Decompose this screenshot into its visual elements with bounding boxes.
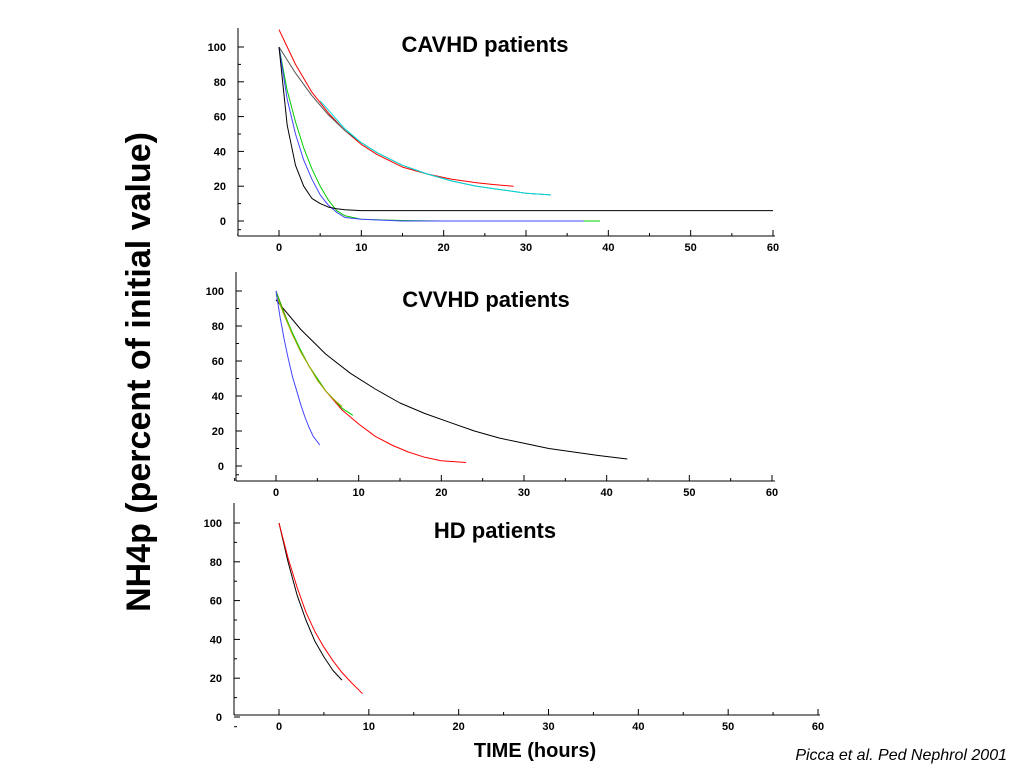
y-tick-label: 40 bbox=[214, 146, 226, 158]
y-tick-label: 80 bbox=[212, 321, 224, 333]
series-line-5 bbox=[275, 290, 321, 446]
y-tick-label: 0 bbox=[216, 712, 222, 724]
y-tick-label: 40 bbox=[212, 391, 224, 403]
series-line-4 bbox=[278, 46, 601, 222]
x-tick-label: 50 bbox=[722, 721, 734, 733]
panel-title: CVVHD patients bbox=[402, 287, 569, 312]
x-tick-label: 60 bbox=[766, 487, 778, 499]
x-tick-label: 0 bbox=[276, 242, 282, 254]
series-line-1 bbox=[275, 299, 628, 460]
series-line-2 bbox=[275, 290, 467, 463]
y-tick-label: 100 bbox=[208, 42, 226, 54]
y-tick-label: 60 bbox=[210, 596, 222, 608]
y-tick-label: 100 bbox=[204, 518, 222, 530]
panel-title: CAVHD patients bbox=[401, 32, 568, 57]
y-tick-label: 0 bbox=[218, 461, 224, 473]
y-tick-label: 60 bbox=[214, 112, 226, 124]
y-tick-label: 100 bbox=[206, 286, 224, 298]
series-line-4 bbox=[275, 294, 343, 407]
x-tick-label: 30 bbox=[542, 721, 554, 733]
series-line-1 bbox=[278, 522, 343, 681]
chart-hd: 0 20 40 60 80 100 0 10 20 30 40 50 60 HD patients bbox=[204, 503, 824, 733]
x-tick-label: 60 bbox=[812, 721, 824, 733]
x-tick-label: 10 bbox=[353, 487, 365, 499]
x-tick-label: 30 bbox=[520, 242, 532, 254]
panel-title: HD patients bbox=[434, 518, 556, 543]
y-tick-label: 40 bbox=[210, 634, 222, 646]
x-tick-label: 50 bbox=[683, 487, 695, 499]
y-tick-label: 80 bbox=[214, 77, 226, 89]
x-tick-label: 60 bbox=[767, 242, 779, 254]
chart-cavhd: 0 20 40 60 80 100 0 10 20 30 40 50 60 CAVHD patients bbox=[208, 28, 779, 254]
citation: Picca et al. Ped Nephrol 2001 bbox=[795, 747, 1007, 764]
x-tick-label: 0 bbox=[273, 487, 279, 499]
series-line-2 bbox=[278, 522, 363, 695]
series-line-3 bbox=[319, 100, 551, 196]
figure-y-axis-label: NH4p (percent of initial value) bbox=[120, 132, 158, 612]
figure-x-axis-label: TIME (hours) bbox=[474, 740, 596, 762]
x-tick-label: 30 bbox=[518, 487, 530, 499]
chart-cvvhd: 0 20 40 60 80 100 0 10 20 30 40 50 60 CVVHD patients bbox=[206, 272, 778, 499]
series-line-5 bbox=[278, 46, 584, 222]
x-tick-label: 10 bbox=[363, 721, 375, 733]
x-tick-label: 40 bbox=[602, 242, 614, 254]
series-line-6 bbox=[278, 46, 773, 212]
x-tick-label: 10 bbox=[355, 242, 367, 254]
y-tick-label: 20 bbox=[214, 181, 226, 193]
y-tick-label: 60 bbox=[212, 356, 224, 368]
x-tick-label: 0 bbox=[276, 721, 282, 733]
y-tick-label: 20 bbox=[212, 426, 224, 438]
y-tick-label: 0 bbox=[220, 216, 226, 228]
x-tick-label: 50 bbox=[685, 242, 697, 254]
x-tick-label: 40 bbox=[632, 721, 644, 733]
x-tick-label: 40 bbox=[601, 487, 613, 499]
series-line-1 bbox=[278, 29, 514, 187]
x-tick-label: 20 bbox=[453, 721, 465, 733]
x-tick-label: 20 bbox=[435, 487, 447, 499]
y-tick-label: 80 bbox=[210, 557, 222, 569]
series-line-2 bbox=[278, 46, 551, 196]
y-tick-label: 20 bbox=[210, 673, 222, 685]
x-tick-label: 20 bbox=[438, 242, 450, 254]
